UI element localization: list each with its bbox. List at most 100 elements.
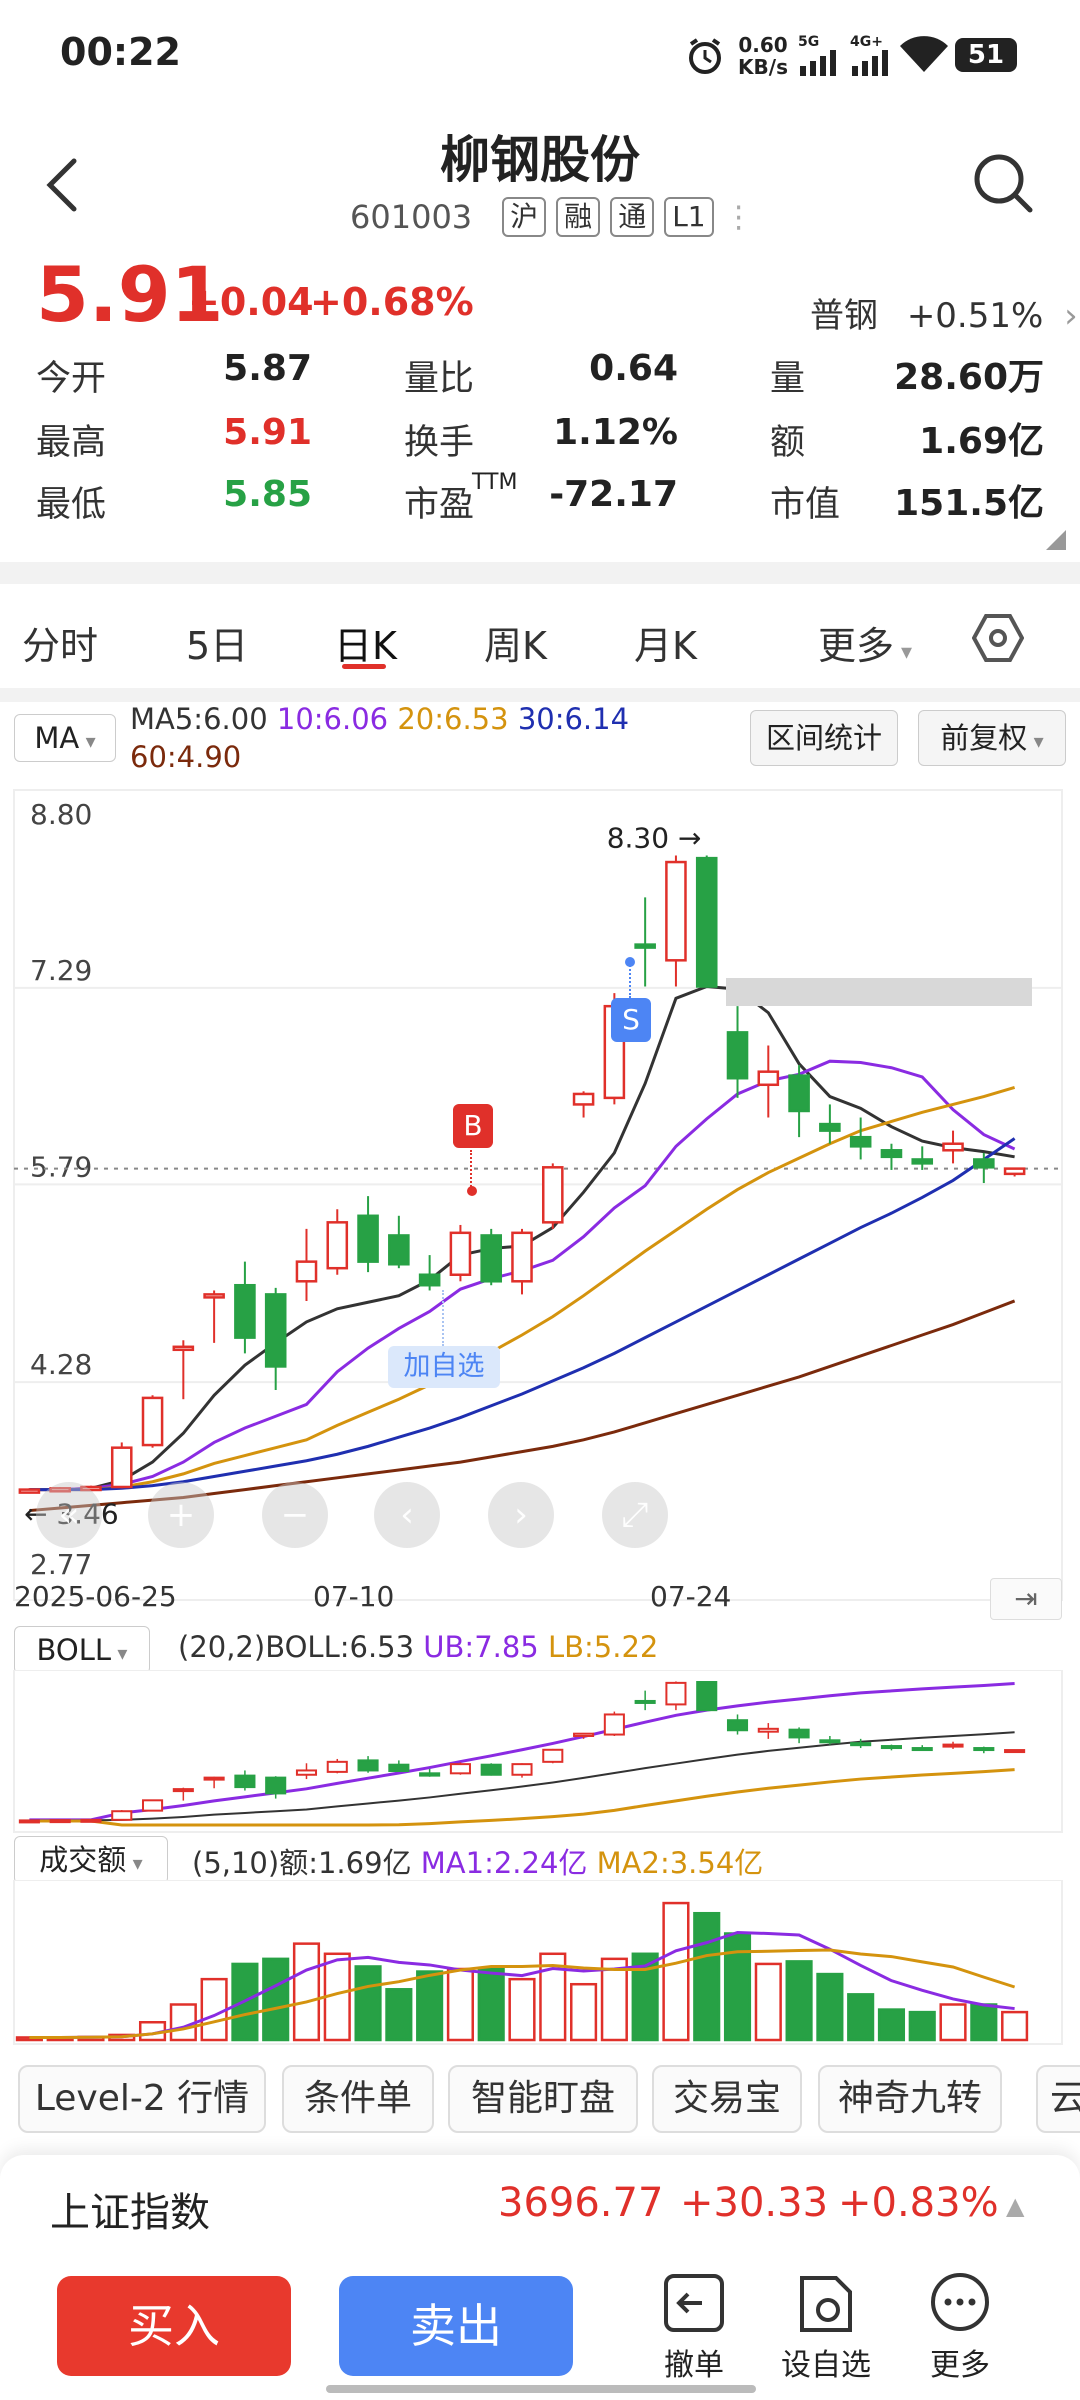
volume-chart[interactable] — [0, 1880, 1080, 2045]
index-name[interactable]: 上证指数 — [50, 2190, 210, 2236]
more-label: 更多 — [930, 2348, 990, 2383]
expand-corner-icon[interactable] — [1046, 530, 1066, 550]
tag-margin: 融 — [556, 197, 601, 237]
tool-button-0[interactable]: Level-2 行情 — [18, 2065, 266, 2133]
adjust-button-label: 前复权 — [940, 721, 1028, 755]
sector-link[interactable]: 普钢 +0.51% › — [810, 288, 1078, 337]
y-axis-label: 7.29 — [30, 954, 92, 987]
more-icon — [931, 2273, 989, 2331]
candle — [18, 1488, 41, 1494]
more-button[interactable]: 更多 — [900, 2270, 1020, 2384]
kline-chart[interactable]: 8.80 7.29 5.79 4.28 2.77 8.30 → ← 3.46 — [0, 770, 1080, 1640]
volume-bar — [262, 1957, 290, 2042]
volume-bar — [816, 1972, 844, 2042]
boll-candle — [18, 1819, 40, 1824]
cancel-order-button[interactable]: 撤单 — [634, 2270, 754, 2384]
volume-bar — [292, 1942, 321, 2042]
volume-bar — [570, 1982, 598, 2042]
sector-name: 普钢 — [810, 296, 878, 336]
status-bar: 00:22 0.60 KB/s 5G 4G+ 51 — [0, 0, 1080, 110]
stat-label: 最低 — [36, 485, 107, 525]
buy-button[interactable]: 买入 — [57, 2276, 291, 2376]
x-label-end: 07-24 — [650, 1580, 732, 1613]
tool-button-5[interactable]: 云 — [1036, 2065, 1080, 2133]
zoom-in-icon[interactable]: + — [148, 1482, 214, 1548]
stat-value: 28.60万 — [894, 357, 1044, 398]
back-icon[interactable] — [42, 155, 82, 215]
ma20-value: 20:6.53 — [397, 702, 509, 736]
tool-button-2[interactable]: 智能盯盘 — [448, 2065, 638, 2133]
volume-bar — [600, 1957, 628, 2042]
candle — [480, 1228, 503, 1286]
boll-candle — [942, 1741, 964, 1749]
settings-hex-icon[interactable] — [972, 612, 1024, 664]
net-speed: 0.60 — [738, 33, 788, 57]
y-axis-label: 5.79 — [30, 1150, 92, 1183]
stat-value: 5.85 — [223, 474, 312, 515]
volume-params: (5,10)额:1.69亿 — [192, 1846, 412, 1880]
ma10-value: 10:6.06 — [276, 702, 389, 736]
tab-3[interactable]: 周K — [484, 624, 547, 668]
range-stats-button[interactable]: 区间统计 — [750, 710, 898, 766]
boll-params: (20,2)BOLL:6.53 — [178, 1630, 415, 1664]
boll-candle — [573, 1732, 595, 1739]
candle — [1003, 1167, 1026, 1177]
buy-marker[interactable]: B — [453, 1104, 493, 1148]
sell-marker-dot — [625, 957, 635, 967]
tool-button-3[interactable]: 交易宝 — [652, 2065, 802, 2133]
candle — [418, 1255, 441, 1291]
boll-selector[interactable]: BOLL ▾ — [14, 1626, 150, 1674]
y-axis-label: 2.77 — [30, 1548, 92, 1581]
chart-frame — [13, 789, 1063, 1601]
boll-candle — [819, 1735, 841, 1745]
boll-candle — [295, 1763, 318, 1780]
stat-label: 换手 — [404, 423, 475, 463]
tab-4[interactable]: 月K — [634, 624, 697, 668]
active-tab-underline — [342, 664, 386, 669]
candle — [49, 1486, 71, 1493]
set-watch-button[interactable]: 设自选 — [766, 2270, 886, 2384]
next-icon[interactable]: › — [488, 1482, 554, 1548]
tool-button-1[interactable]: 条件单 — [282, 2065, 434, 2133]
tab-0[interactable]: 分时 — [22, 624, 99, 668]
jump-latest-button[interactable]: ⇥ — [990, 1578, 1062, 1620]
zoom-out-icon[interactable]: − — [262, 1482, 328, 1548]
ma-selector[interactable]: MA ▾ — [14, 714, 116, 762]
buy-marker-dot — [467, 1186, 477, 1196]
tab-1[interactable]: 5日 — [186, 624, 249, 668]
sell-marker[interactable]: S — [611, 998, 651, 1042]
alarm-icon — [689, 38, 721, 74]
cancel-order-icon — [664, 2274, 724, 2332]
boll-candle — [880, 1744, 902, 1751]
set-watch-label: 设自选 — [781, 2348, 871, 2383]
current-price: 5.91 — [36, 250, 224, 339]
cancel-order-label: 撤单 — [664, 2348, 724, 2383]
boll-candle — [80, 1818, 102, 1823]
scroll-left-icon[interactable]: « — [36, 1482, 102, 1548]
adjust-button[interactable]: 前复权 ▾ — [918, 710, 1066, 766]
tab-2[interactable]: 日K — [334, 624, 397, 668]
candle — [695, 855, 718, 988]
volume-ma2: MA2:3.54亿 — [596, 1846, 764, 1880]
sell-button[interactable]: 卖出 — [339, 2276, 573, 2376]
fullscreen-icon[interactable]: ⤢ — [602, 1482, 668, 1548]
status-time: 00:22 — [60, 30, 181, 74]
boll-ub: UB:7.85 — [423, 1630, 539, 1664]
gap-zone — [726, 978, 1032, 1006]
prev-icon[interactable]: ‹ — [374, 1482, 440, 1548]
x-label-start: 2025-06-25 — [14, 1580, 177, 1613]
boll-chart[interactable] — [0, 1670, 1080, 1835]
volume-selector[interactable]: 成交额 ▾ — [14, 1836, 168, 1884]
more-dots-icon[interactable]: ⋮ — [723, 199, 754, 235]
tab-more[interactable]: 更多 ▾ — [818, 615, 912, 670]
stat-label: 市盈 — [404, 485, 475, 525]
add-watch-marker[interactable]: 加自选 — [388, 1346, 500, 1388]
volume-bar — [970, 2003, 998, 2042]
stat-label: 量 — [770, 359, 806, 399]
tool-button-4[interactable]: 神奇九转 — [818, 2065, 1002, 2133]
search-icon[interactable] — [970, 150, 1036, 216]
sell-marker-stem — [629, 962, 633, 998]
volume-bar — [446, 1967, 474, 2042]
expand-up-icon[interactable]: ▲ — [1006, 2192, 1025, 2220]
stat-label: 市值 — [770, 485, 841, 525]
